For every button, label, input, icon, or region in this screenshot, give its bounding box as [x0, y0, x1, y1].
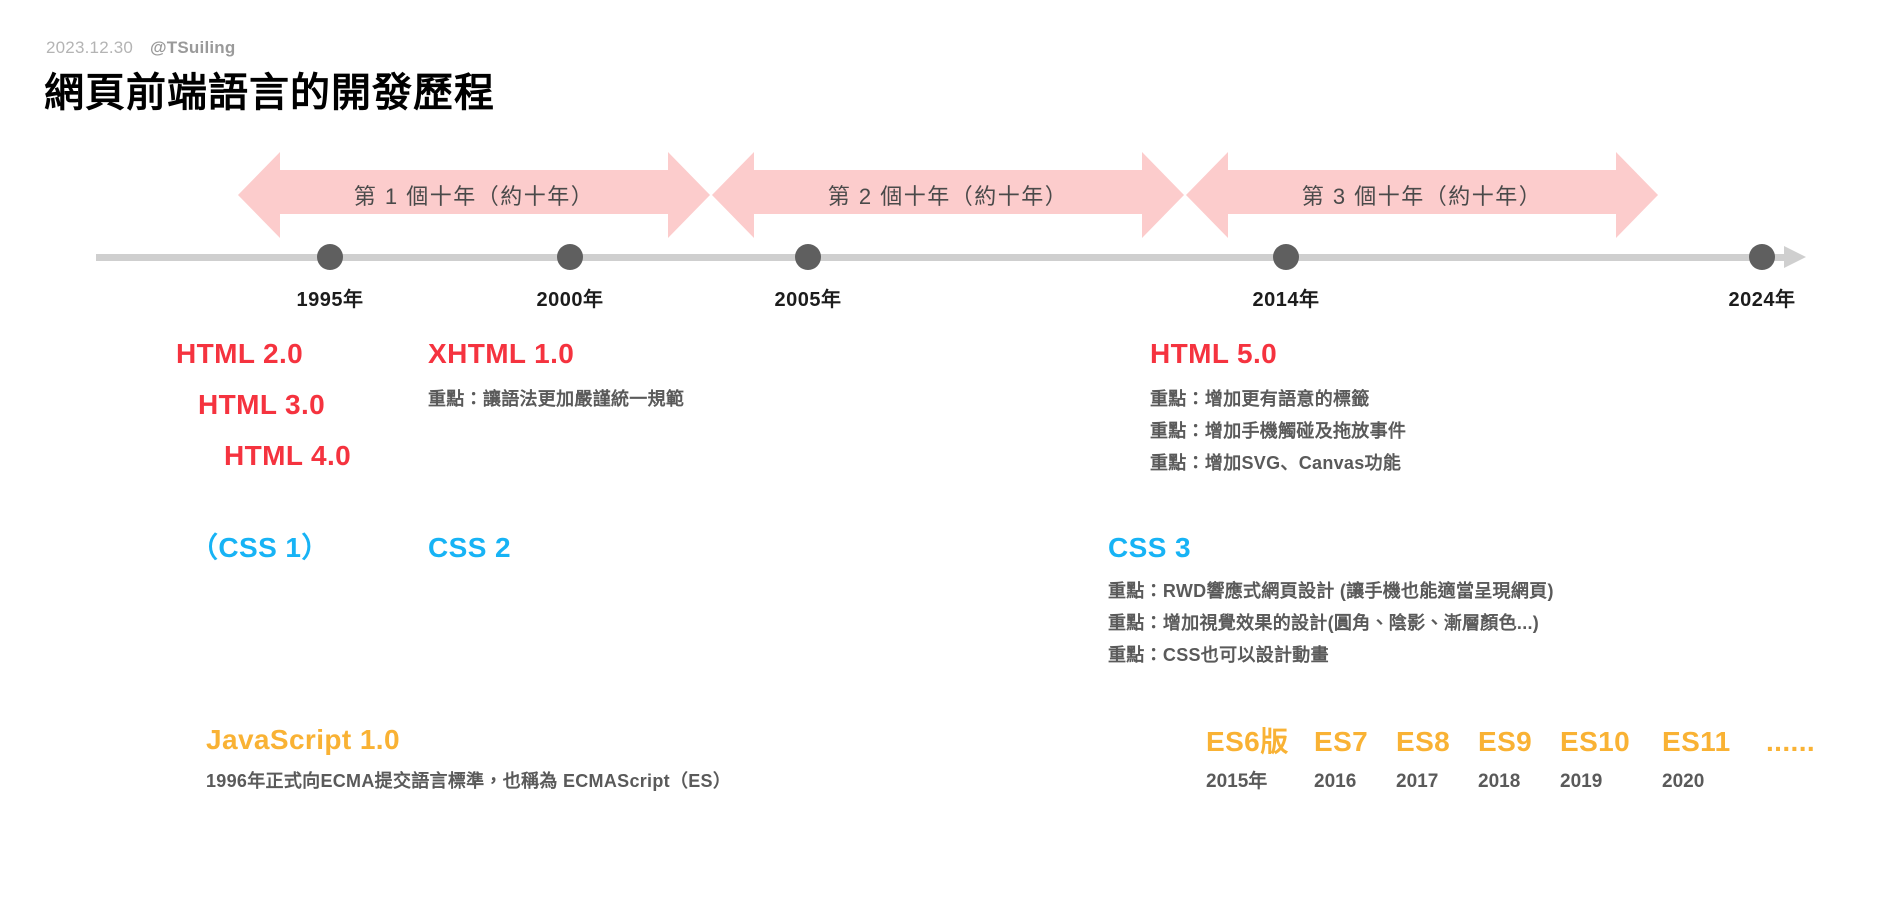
es-version-year: 2015年 — [1206, 771, 1268, 792]
timeline-node[interactable] — [795, 244, 821, 270]
year-label: 2014年 — [1252, 289, 1320, 311]
css3-detail-list: 重點：RWD響應式網頁設計 (讓手機也能適當呈現網頁) 重點：增加視覺效果的設計(… — [1108, 575, 1554, 671]
html5-heading: HTML 5.0 — [1150, 338, 1278, 369]
page-title: 網頁前端語言的開發歷程 — [44, 71, 495, 115]
decade-label: 第 3 個十年（約十年） — [1301, 184, 1543, 209]
css3-detail-line: 重點：RWD響應式網頁設計 (讓手機也能適當呈現網頁) — [1108, 580, 1554, 601]
year-label: 2000年 — [536, 289, 604, 311]
html5-detail-line: 重點：增加SVG、Canvas功能 — [1150, 453, 1402, 474]
decade-arrow-icon — [238, 152, 710, 238]
xhtml-block: XHTML 1.0 重點：讓語法更加嚴謹統一規範 — [428, 336, 684, 415]
decade-label: 第 1 個十年（約十年） — [353, 184, 595, 209]
year-label: 2024年 — [1728, 289, 1796, 311]
es-version-label: ES7 — [1314, 726, 1369, 757]
es-version-label: ES6版 — [1206, 726, 1289, 757]
timeline-node[interactable] — [1749, 244, 1775, 270]
html5-block: HTML 5.0 重點：增加更有語意的標籤重點：增加手機觸碰及拖放事件 重點：增加… — [1150, 336, 1406, 479]
timeline-node[interactable] — [1273, 244, 1299, 270]
html5-detail-list: 重點：增加更有語意的標籤重點：增加手機觸碰及拖放事件 重點：增加SVG、Canva… — [1150, 383, 1406, 479]
decade-band: 第 3 個十年（約十年） — [1186, 152, 1658, 238]
es-year-row: 2015年 2016 2017 2018 2019 2020 — [1206, 766, 1856, 793]
html-version-label: HTML 4.0 — [224, 439, 352, 471]
timeline-node[interactable] — [317, 244, 343, 270]
axis-line — [96, 254, 1790, 261]
css3-block: CSS 3 重點：RWD響應式網頁設計 (讓手機也能適當呈現網頁) 重點：增加視覺… — [1108, 530, 1554, 671]
decade-band: 第 1 個十年（約十年） — [238, 152, 710, 238]
decade-arrow-icon — [712, 152, 1184, 238]
timeline-node[interactable] — [557, 244, 583, 270]
year-label: 2005年 — [774, 289, 842, 311]
javascript-detail-line: 1996年正式向ECMA提交語言標準，也稱為 ECMAScript（ES） — [206, 770, 732, 791]
es-version-label: ES9 — [1478, 726, 1533, 757]
html-version-label: HTML 3.0 — [198, 388, 326, 420]
es-name-row: ES6版 ES7 ES8 ES9 ES10 ES11...... — [1206, 720, 1856, 760]
es-version-year: 2020 — [1662, 771, 1705, 792]
decade-arrow-icon — [1186, 152, 1658, 238]
css2-heading: CSS 2 — [428, 532, 511, 563]
es-version-year: 2018 — [1478, 771, 1521, 792]
html5-detail-line: 重點：增加更有語意的標籤 — [1150, 388, 1370, 409]
xhtml-detail-list: 重點：讓語法更加嚴謹統一規範 — [428, 383, 684, 415]
publish-date: 2023.12.30 — [46, 38, 134, 57]
es-version-year: 2019 — [1560, 771, 1603, 792]
decade-band: 第 2 個十年（約十年） — [712, 152, 1184, 238]
decade-label: 第 2 個十年（約十年） — [827, 184, 1069, 209]
es-version-year: 2016 — [1314, 771, 1357, 792]
html-early-versions-block: HTML 2.0 HTML 3.0 HTML 4.0 — [176, 336, 351, 489]
es-version-year: 2017 — [1396, 771, 1439, 792]
css3-heading: CSS 3 — [1108, 532, 1191, 563]
es-versions-block: ES6版 ES7 ES8 ES9 ES10 ES11...... 2015年 2016 201… — [1206, 720, 1856, 793]
css3-detail-line: 重點：增加視覺效果的設計(圓角、陰影、漸層顏色...) — [1108, 612, 1540, 633]
xhtml-heading: XHTML 1.0 — [428, 338, 575, 369]
html-early-version-list: HTML 2.0 HTML 3.0 HTML 4.0 — [176, 336, 351, 475]
javascript-heading: JavaScript 1.0 — [206, 724, 400, 755]
xhtml-detail-line: 重點：讓語法更加嚴謹統一規範 — [428, 388, 685, 409]
html-version-label: HTML 2.0 — [176, 338, 304, 369]
css3-detail-line: 重點：CSS也可以設計動畫 — [1108, 645, 1329, 666]
author-handle: @TSuiling — [150, 38, 236, 57]
es-version-label: ES10 — [1560, 726, 1631, 757]
year-label: 1995年 — [296, 289, 364, 311]
html5-detail-line: 重點：增加手機觸碰及拖放事件 — [1150, 420, 1407, 441]
timeline-axis — [96, 244, 1806, 270]
css1-heading: （CSS 1） — [190, 532, 330, 563]
es-version-label: ES11 — [1662, 726, 1731, 757]
byline: 2023.12.30 @TSuiling — [46, 38, 235, 58]
javascript-detail-list: 1996年正式向ECMA提交語言標準，也稱為 ECMAScript（ES） — [206, 765, 731, 797]
axis-arrow-icon — [1784, 246, 1806, 268]
es-version-label: ...... — [1766, 726, 1816, 757]
es-version-label: ES8 — [1396, 726, 1451, 757]
javascript-block: JavaScript 1.0 1996年正式向ECMA提交語言標準，也稱為 EC… — [206, 722, 731, 797]
